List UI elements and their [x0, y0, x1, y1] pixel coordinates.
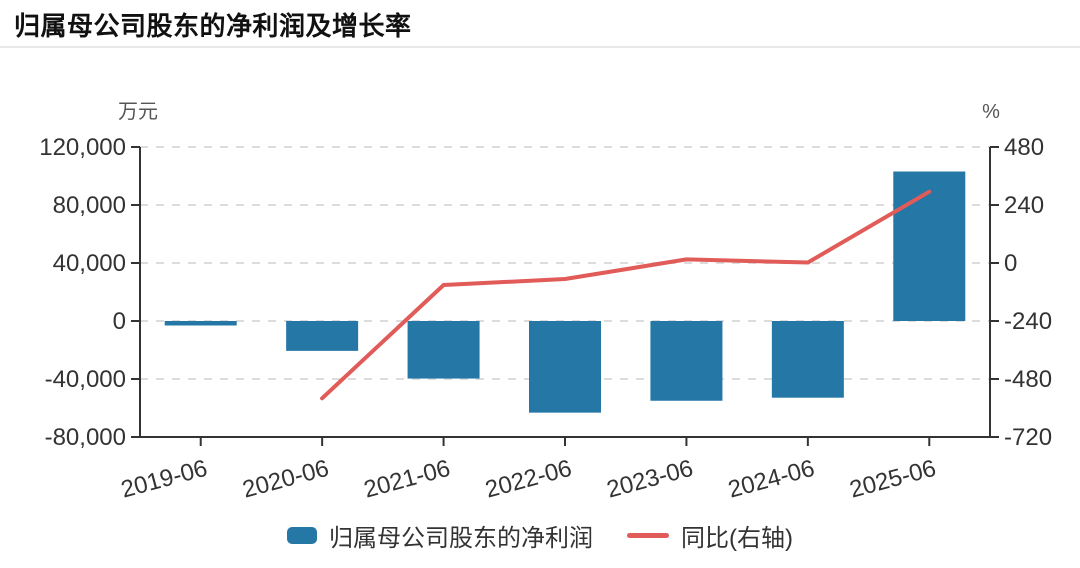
chart-canvas: 120,000 80,000 40,000 0 -40,000 -80,000 480 240… — [39, 101, 1052, 504]
bar-2022-06[interactable] — [529, 321, 601, 413]
right-axis-tick-label: 480 — [1004, 134, 1044, 161]
right-axis-tick-label: -720 — [1004, 424, 1052, 451]
left-axis-tick-label: 40,000 — [53, 250, 126, 277]
x-axis-tick-label: 2021-06 — [361, 455, 453, 504]
left-axis-unit-label: 万元 — [118, 101, 158, 123]
legend-item-yoy[interactable]: 同比(右轴) — [627, 518, 793, 553]
x-axis-tick-label: 2025-06 — [847, 455, 939, 504]
right-axis-tick-label: -480 — [1004, 366, 1052, 393]
x-axis-tick-label: 2024-06 — [725, 455, 817, 504]
legend-bar-label: 归属母公司股东的净利润 — [329, 525, 593, 552]
bar-2019-06[interactable] — [164, 321, 237, 326]
left-axis-tick-label: 80,000 — [53, 192, 126, 219]
right-axis-unit-label: % — [982, 101, 1000, 123]
title-divider — [0, 46, 1080, 48]
x-axis-tick-label: 2020-06 — [240, 455, 332, 504]
x-axis-tick-label: 2019-06 — [118, 455, 210, 504]
bar-2021-06[interactable] — [407, 321, 480, 379]
right-axis-tick-label: 240 — [1004, 192, 1044, 219]
x-axis-tick-label: 2022-06 — [482, 455, 574, 504]
legend-line-swatch-icon — [627, 533, 669, 538]
chart-legend: 归属母公司股东的净利润 同比(右轴) — [0, 518, 1080, 553]
left-axis-tick-label: -80,000 — [45, 424, 126, 451]
left-axis-tick-label: 120,000 — [39, 134, 126, 161]
yoy-line — [320, 189, 932, 401]
legend-bar-swatch-icon — [287, 527, 317, 544]
legend-line-label: 同比(右轴) — [681, 525, 793, 552]
left-axis-tick-label: 0 — [113, 308, 126, 335]
x-axis-tick-label: 2023-06 — [604, 455, 696, 504]
legend-item-net-profit[interactable]: 归属母公司股东的净利润 — [287, 518, 593, 553]
right-axis-tick-label: 0 — [1004, 250, 1017, 277]
bar-2020-06[interactable] — [286, 321, 359, 351]
bar-2024-06[interactable] — [771, 321, 844, 398]
bar-2025-06[interactable] — [893, 171, 966, 321]
left-axis-tick-label: -40,000 — [45, 366, 126, 393]
bar-2023-06[interactable] — [650, 321, 723, 401]
page-title: 归属母公司股东的净利润及增长率 — [14, 11, 412, 41]
right-axis-tick-label: -240 — [1004, 308, 1052, 335]
